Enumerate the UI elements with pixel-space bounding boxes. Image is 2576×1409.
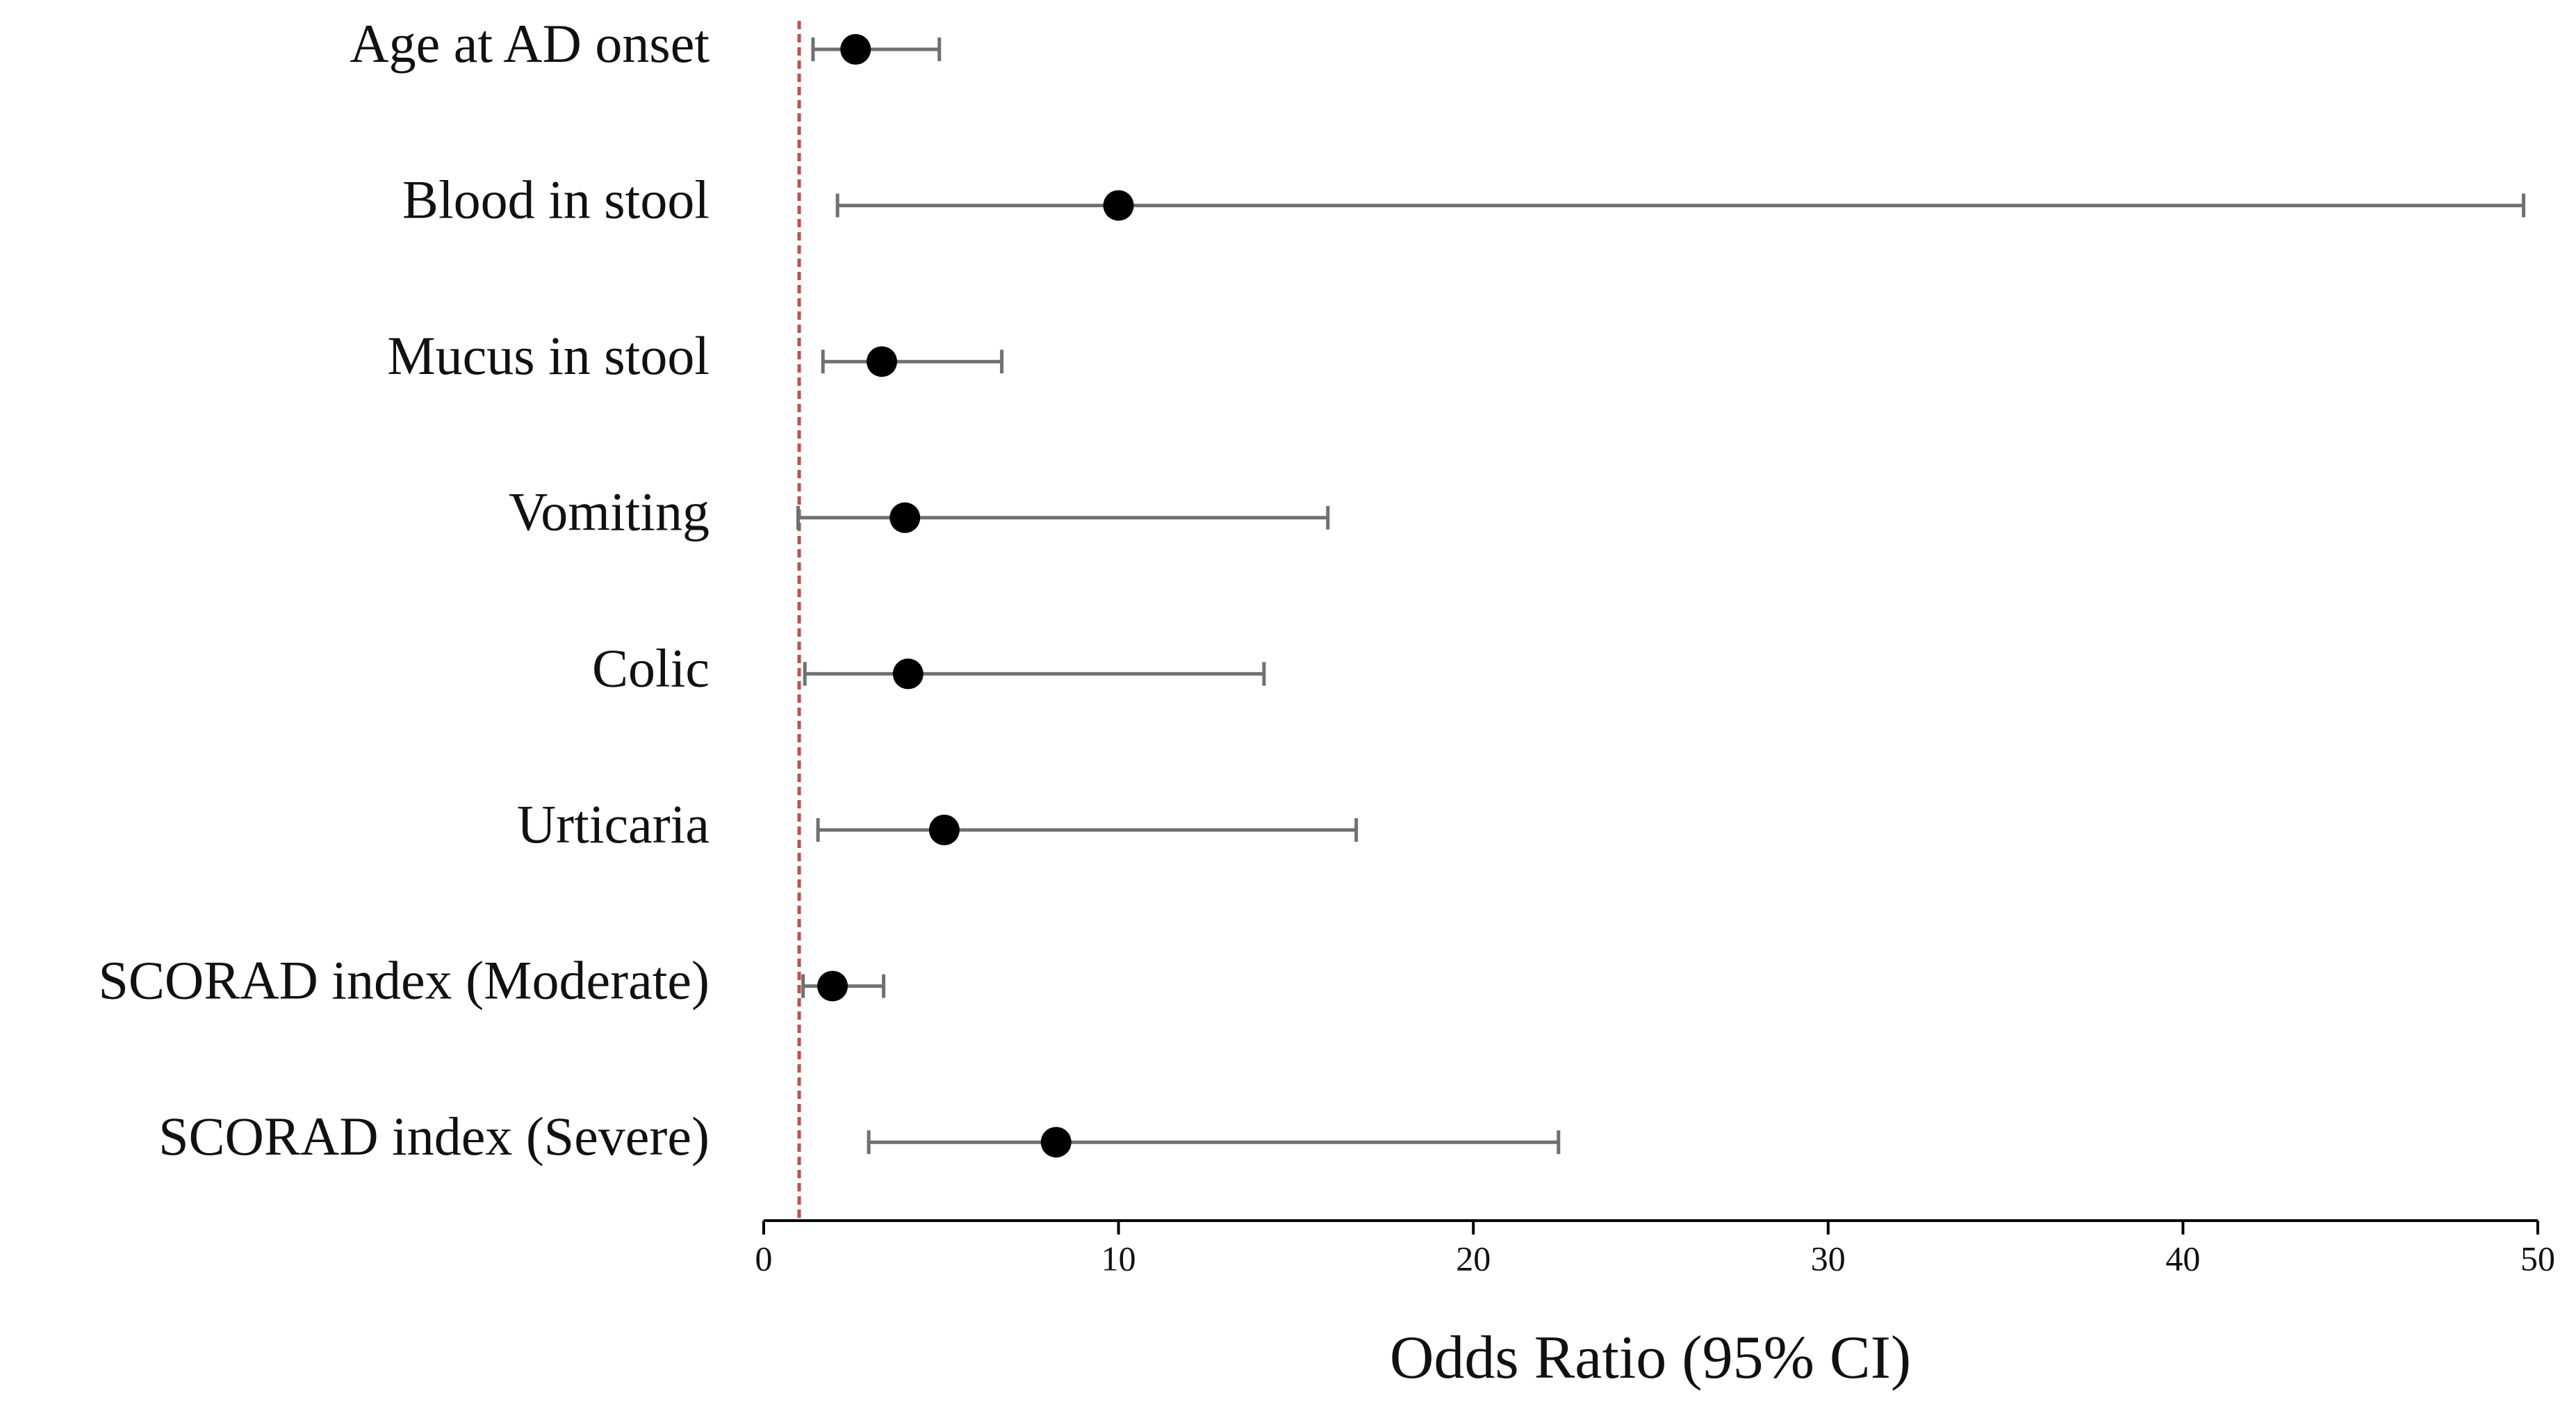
category-label: Mucus in stool <box>387 325 709 386</box>
point-estimate <box>817 970 848 1002</box>
x-tick-label: 50 <box>2520 1239 2555 1278</box>
point-estimate <box>840 34 871 65</box>
x-tick-label: 40 <box>2165 1239 2200 1278</box>
x-tick-label: 30 <box>1811 1239 1846 1278</box>
category-label: SCORAD index (Moderate) <box>98 950 709 1011</box>
category-label: Urticaria <box>517 794 709 854</box>
point-estimate <box>892 658 924 690</box>
category-label: SCORAD index (Severe) <box>158 1106 709 1166</box>
point-estimate <box>889 502 921 533</box>
category-label: Vomiting <box>509 482 709 542</box>
x-tick-label: 10 <box>1101 1239 1136 1278</box>
point-estimate <box>1103 190 1134 221</box>
x-axis-title: Odds Ratio (95% CI) <box>1390 1324 1911 1392</box>
category-label: Blood in stool <box>402 170 709 230</box>
category-label: Age at AD onset <box>350 13 709 74</box>
category-label: Colic <box>592 637 709 698</box>
x-tick-label: 0 <box>755 1239 773 1278</box>
point-estimate <box>867 346 898 377</box>
x-tick-label: 20 <box>1456 1239 1491 1278</box>
point-estimate <box>1040 1127 1072 1158</box>
point-estimate <box>928 815 960 845</box>
